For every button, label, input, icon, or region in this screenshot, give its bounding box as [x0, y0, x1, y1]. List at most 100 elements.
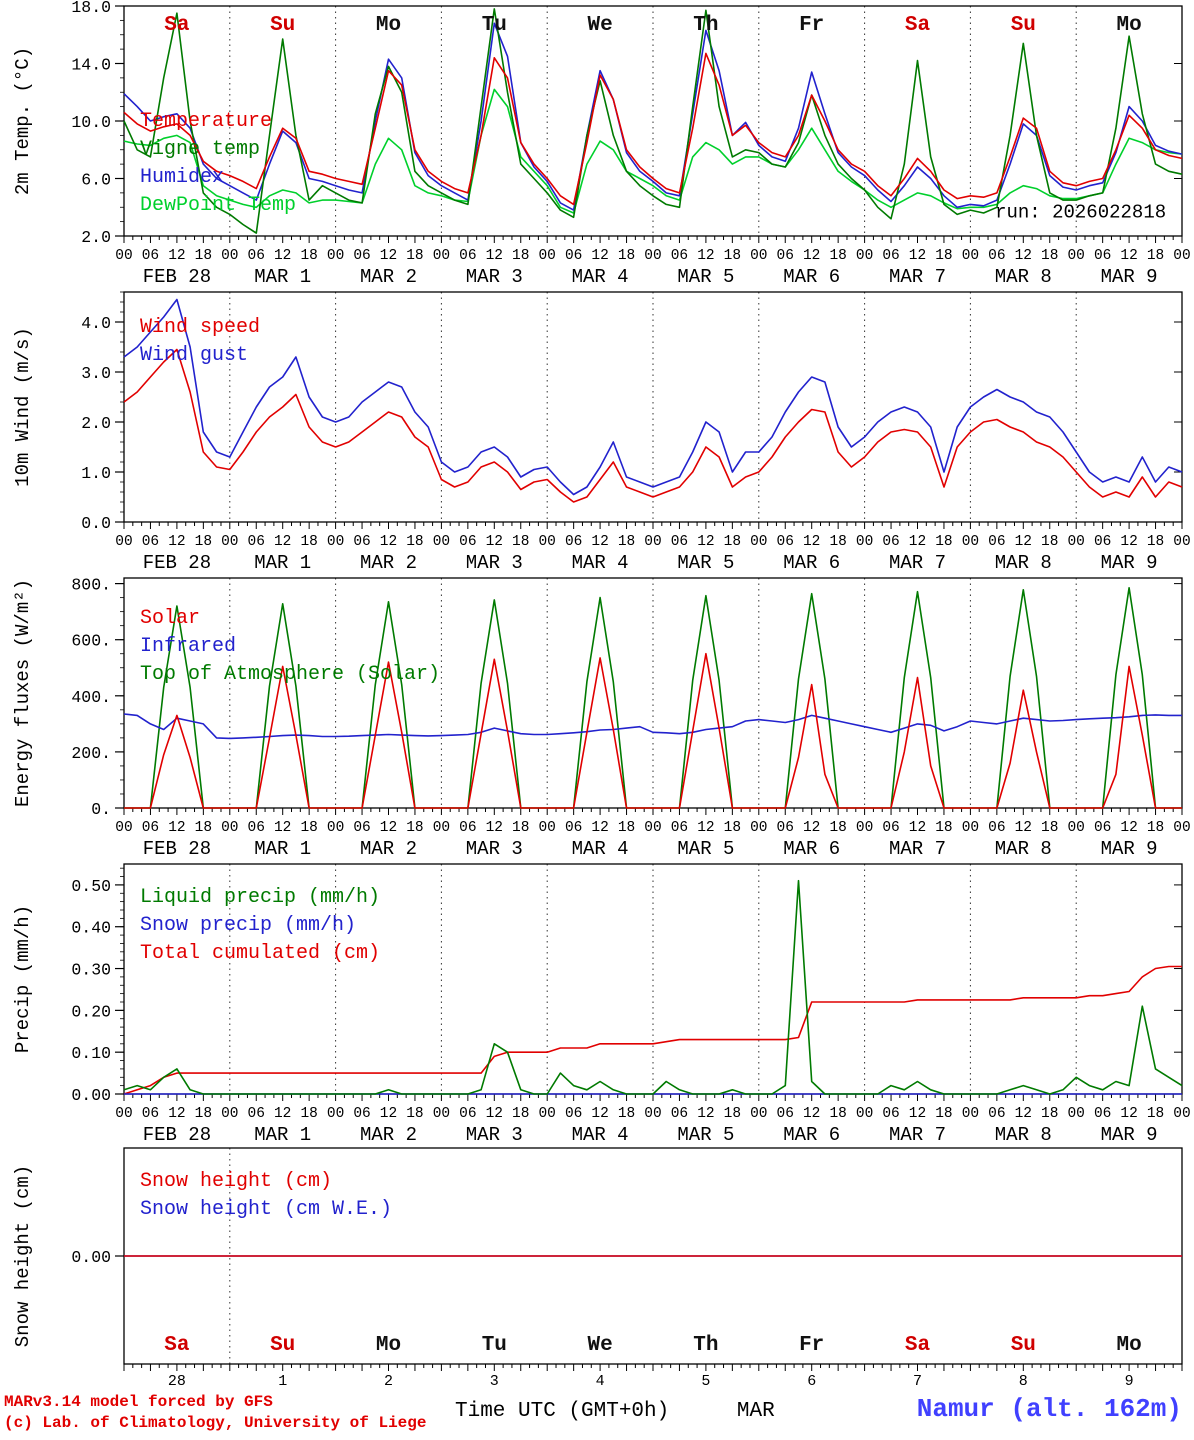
hour-tick-label: 06	[671, 534, 688, 550]
y-tick-label: 10.0	[71, 113, 111, 132]
legend-snow-height-cm-w-e: Snow height (cm W.E.)	[140, 1198, 392, 1221]
hour-tick-labels: 00 06 12 18 00 06 12 18 00 06 12 18 00 06 12 18 00 06 12 18…	[115, 1106, 1190, 1122]
hour-tick-label: 12	[486, 1106, 503, 1122]
hour-tick-label: 00	[433, 534, 450, 550]
hour-tick-label: 00	[115, 820, 132, 836]
hour-tick-label: 18	[1147, 1106, 1164, 1122]
hour-tick-label: 00	[115, 1106, 132, 1122]
hour-tick-label: 18	[195, 820, 212, 836]
panel-wind: 0.0 1.0 2.0 3.0 4.0 10m Wind (m/s) Wind speed W…	[0, 286, 1194, 574]
y-tick-label: 800.	[71, 576, 111, 595]
date-label: MAR 2	[360, 1124, 417, 1144]
legend-solar: Solar	[140, 607, 200, 630]
x-axis-ticks	[123, 1364, 1183, 1371]
top-of-atmosphere-solar-line	[124, 587, 1182, 809]
x-axis-ticks	[123, 236, 1183, 243]
hour-tick-label: 06	[459, 820, 476, 836]
legend-snow-height-cm: Snow height (cm)	[140, 1170, 332, 1193]
day-name-label: Fr	[799, 14, 824, 37]
day-name-label: Tu	[482, 14, 507, 37]
y-tick-label: 0.30	[71, 961, 111, 980]
day-number-label: 5	[701, 1373, 710, 1390]
hour-tick-label: 12	[697, 1106, 714, 1122]
hour-tick-label: 06	[988, 248, 1005, 264]
solar-line	[124, 652, 1182, 809]
day-name-label: Th	[693, 1334, 718, 1357]
legend: Solar Infrared Top of Atmosphere (Solar)	[140, 607, 440, 686]
hour-tick-label: 12	[1120, 1106, 1137, 1122]
hour-tick-label: 06	[671, 820, 688, 836]
day-name-label: Fr	[799, 1334, 824, 1357]
hour-tick-label: 18	[829, 820, 846, 836]
hour-tick-label: 06	[248, 1106, 265, 1122]
hour-tick-label: 12	[1015, 820, 1032, 836]
y-axis: 2.0 6.0 10.0 14.0 18.0	[71, 0, 1182, 247]
series	[123, 298, 1183, 503]
hour-tick-label: 12	[1015, 1106, 1032, 1122]
hour-tick-label: 18	[724, 820, 741, 836]
y-tick-label: 0.0	[81, 514, 111, 533]
hour-tick-label: 12	[274, 820, 291, 836]
hour-tick-label: 00	[962, 1106, 979, 1122]
hour-tick-label: 18	[829, 534, 846, 550]
y-tick-label: 3.0	[81, 364, 111, 383]
y-tick-label: 0.	[91, 800, 111, 819]
hour-tick-label: 00	[221, 1106, 238, 1122]
day-name-label: Mo	[1116, 14, 1141, 37]
day-name-labels: Sa Su Mo Tu We Th Fr Sa Su Mo	[164, 1334, 1141, 1357]
hour-tick-label: 00	[538, 248, 555, 264]
hour-tick-label: 12	[168, 1106, 185, 1122]
date-label: MAR 7	[889, 1124, 946, 1144]
hour-tick-label: 12	[486, 534, 503, 550]
hour-tick-label: 12	[486, 248, 503, 264]
hour-tick-label: 00	[962, 820, 979, 836]
hour-tick-label: 00	[1173, 248, 1190, 264]
date-label: MAR 4	[572, 552, 629, 572]
hour-tick-label: 06	[353, 534, 370, 550]
date-label: MAR 4	[572, 266, 629, 286]
run-label: run: 2026022818	[995, 202, 1166, 224]
date-label: MAR 5	[677, 552, 734, 572]
date-label: MAR 9	[1101, 838, 1158, 858]
date-label: MAR 1	[254, 1124, 311, 1144]
hour-tick-label: 00	[644, 1106, 661, 1122]
hour-tick-label: 00	[538, 820, 555, 836]
legend-snow-precip-mm-h: Snow precip (mm/h)	[140, 914, 356, 937]
date-label: MAR 2	[360, 552, 417, 572]
hour-tick-label: 00	[327, 248, 344, 264]
hour-tick-label: 18	[829, 1106, 846, 1122]
date-label: MAR 3	[466, 552, 523, 572]
hour-tick-label: 06	[142, 820, 159, 836]
date-label: MAR 2	[360, 838, 417, 858]
legend-wind-gust: Wind gust	[140, 344, 248, 367]
model-credit: MARv3.14 model forced by GFS	[4, 1393, 273, 1411]
hour-tick-label: 18	[406, 1106, 423, 1122]
hour-tick-label: 06	[142, 248, 159, 264]
legend-infrared: Infrared	[140, 635, 236, 658]
total-cumulated-cm-line	[123, 965, 1182, 1095]
hour-tick-label: 12	[274, 534, 291, 550]
hour-tick-label: 18	[724, 1106, 741, 1122]
y-tick-label: 0.10	[71, 1044, 111, 1063]
hour-tick-label: 06	[353, 248, 370, 264]
date-labels: FEB 28 MAR 1 MAR 2 MAR 3 MAR 4 MAR 5 MAR 6 MAR …	[143, 552, 1158, 574]
panel-precip: 0.00 0.10 0.20 0.30 0.40 0.50 Precip (mm/h) Liq…	[0, 858, 1194, 1146]
hour-tick-label: 12	[168, 248, 185, 264]
y-axis-title: 2m Temp. (°C)	[12, 47, 34, 195]
hour-tick-label: 18	[724, 534, 741, 550]
hour-tick-label: 06	[882, 248, 899, 264]
hour-tick-label: 06	[777, 820, 794, 836]
hour-tick-label: 06	[882, 534, 899, 550]
hour-tick-label: 12	[803, 248, 820, 264]
panel-snow-height: 0.00 Snow height (cm) Snow height (cm) Snow…	[0, 1144, 1194, 1390]
day-name-label: Su	[270, 1334, 295, 1357]
hour-tick-label: 00	[962, 534, 979, 550]
day-name-label: Mo	[376, 14, 401, 37]
hour-tick-label: 06	[565, 820, 582, 836]
y-tick-label: 4.0	[81, 314, 111, 333]
hour-tick-label: 00	[1173, 820, 1190, 836]
hour-tick-label: 06	[142, 534, 159, 550]
station-label: Namur (alt. 162m)	[916, 1394, 1182, 1424]
